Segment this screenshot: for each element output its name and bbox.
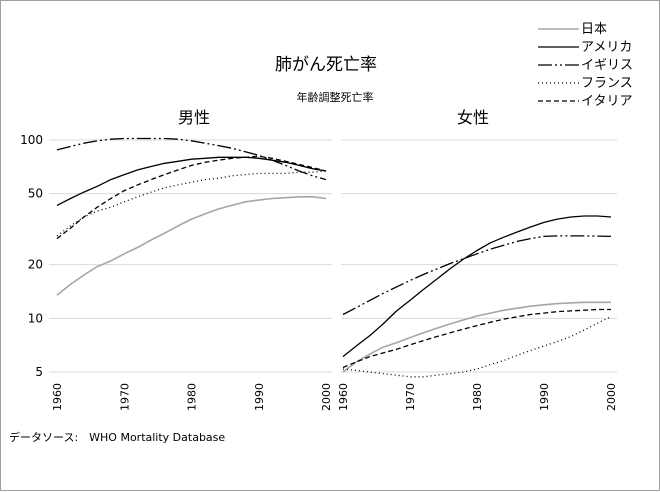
y-tick-label: 100: [20, 133, 43, 147]
x-tick-label: 2000: [605, 383, 618, 411]
series-line-male-1: [56, 156, 327, 206]
x-tick-label: 1990: [538, 383, 551, 411]
x-tick-label: 1960: [51, 383, 64, 411]
series-line-female-0: [342, 301, 611, 373]
legend-label-0: 日本: [581, 22, 607, 37]
series-line-female-4: [342, 308, 611, 369]
x-tick-label: 1980: [186, 383, 199, 411]
y-tick-label: 5: [35, 365, 43, 379]
series-line-male-0: [56, 196, 327, 296]
y-tick-label: 10: [28, 311, 43, 325]
series-line-male-3: [56, 170, 327, 237]
x-tick-label: 1970: [404, 383, 417, 411]
x-tick-label: 1960: [337, 383, 350, 411]
series-line-female-2: [342, 235, 612, 316]
panel-title-male: 男性: [178, 108, 210, 127]
source-note: データソース: WHO Mortality Database: [9, 430, 225, 444]
legend-label-4: イタリア: [581, 94, 632, 109]
y-tick-label: 50: [28, 187, 43, 201]
x-tick-label: 1980: [471, 383, 484, 411]
chart-title: 肺がん死亡率: [275, 55, 377, 75]
legend-label-2: イギリス: [581, 58, 633, 73]
chart-subtitle: 年齢調整死亡率: [297, 90, 374, 104]
x-tick-label: 1970: [118, 383, 131, 411]
series-line-female-3: [342, 316, 612, 378]
panel-title-female: 女性: [457, 108, 489, 127]
x-tick-label: 1990: [253, 383, 266, 411]
legend-label-1: アメリカ: [581, 40, 632, 55]
series-line-male-4: [56, 155, 327, 240]
series-line-male-2: [56, 137, 327, 181]
plot-layer: 100 50 20 10 5 1960 1970 1980 1990 2000 1960 1970 19…: [20, 133, 618, 411]
legend-label-3: フランス: [581, 76, 633, 91]
series-line-female-1: [342, 215, 612, 358]
x-tick-label: 2000: [320, 383, 333, 411]
y-tick-label: 20: [28, 258, 43, 272]
